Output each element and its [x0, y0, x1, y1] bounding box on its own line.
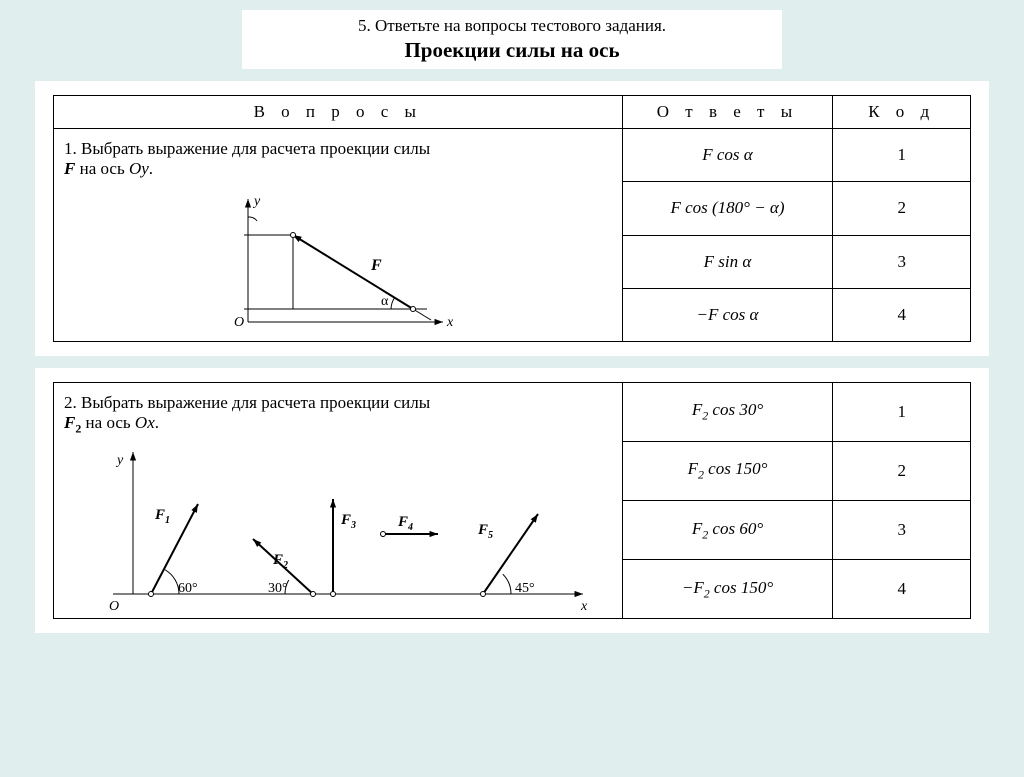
question-2-panel: 2. Выбрать выражение для расчета проекци…: [35, 368, 989, 633]
svg-text:x: x: [580, 599, 588, 614]
q2-code-4: 4: [833, 560, 971, 619]
svg-text:α: α: [381, 294, 389, 309]
col-code: К о д: [833, 96, 971, 129]
svg-text:45°: 45°: [515, 581, 535, 596]
svg-text:x: x: [446, 315, 454, 330]
q2-code-1: 1: [833, 383, 971, 442]
q2-text-d: Ox: [135, 413, 155, 432]
q1-text-c: на ось: [75, 159, 129, 178]
svg-text:F5: F5: [477, 522, 493, 541]
subtitle: 5. Ответьте на вопросы тестового задания…: [252, 16, 772, 36]
q1-ans-1: F cos α: [622, 129, 833, 182]
q2-ans-4: −F2 cos 150°: [622, 560, 833, 619]
question-1-table: В о п р о с ы О т в е т ы К о д 1. Выбра…: [53, 95, 971, 342]
q2-cell: 2. Выбрать выражение для расчета проекци…: [54, 383, 623, 619]
q1-text-e: .: [149, 159, 153, 178]
q2-text-e: .: [155, 413, 159, 432]
svg-text:F3: F3: [340, 512, 356, 531]
q1-text-b: F: [64, 159, 75, 178]
q2-ans-2: F2 cos 150°: [622, 442, 833, 501]
q1-ans-3: F sin α: [622, 235, 833, 288]
q1-code-2: 2: [833, 182, 971, 235]
q2-text-a: 2. Выбрать выражение для расчета проекци…: [64, 393, 430, 412]
q1-ans-4: −F cos α: [622, 288, 833, 341]
svg-text:F: F: [370, 257, 382, 274]
q1-ans-2: F cos (180° − α): [622, 182, 833, 235]
q2-code-2: 2: [833, 442, 971, 501]
q1-code-1: 1: [833, 129, 971, 182]
svg-text:y: y: [252, 194, 261, 209]
svg-text:F4: F4: [397, 514, 413, 533]
svg-text:30°: 30°: [268, 581, 288, 596]
svg-text:F2: F2: [272, 552, 288, 571]
q1-cell: 1. Выбрать выражение для расчета проекци…: [54, 129, 623, 342]
header-box: 5. Ответьте на вопросы тестового задания…: [242, 10, 782, 69]
question-2-table: 2. Выбрать выражение для расчета проекци…: [53, 382, 971, 619]
svg-text:y: y: [115, 453, 124, 468]
q1-code-4: 4: [833, 288, 971, 341]
svg-text:O: O: [109, 599, 119, 614]
svg-text:60°: 60°: [178, 581, 198, 596]
svg-text:F1: F1: [154, 507, 170, 526]
main-title: Проекции силы на ось: [252, 38, 772, 63]
col-answers: О т в е т ы: [622, 96, 833, 129]
q2-ans-1: F2 cos 30°: [622, 383, 833, 442]
svg-text:O: O: [234, 315, 244, 330]
question-1-panel: В о п р о с ы О т в е т ы К о д 1. Выбра…: [35, 81, 989, 356]
q2-text-b: F: [64, 413, 75, 432]
q1-text-a: 1. Выбрать выражение для расчета проекци…: [64, 139, 430, 158]
q2-diagram: Ox y F1 60° F2 30° F3 F4 F5 45°: [83, 444, 593, 614]
q1-text-d: Oy: [129, 159, 149, 178]
q1-diagram: Ox y α F: [218, 187, 458, 337]
q2-code-3: 3: [833, 501, 971, 560]
q2-ans-3: F2 cos 60°: [622, 501, 833, 560]
q1-code-3: 3: [833, 235, 971, 288]
col-questions: В о п р о с ы: [54, 96, 623, 129]
q2-text-c: на ось: [81, 413, 135, 432]
